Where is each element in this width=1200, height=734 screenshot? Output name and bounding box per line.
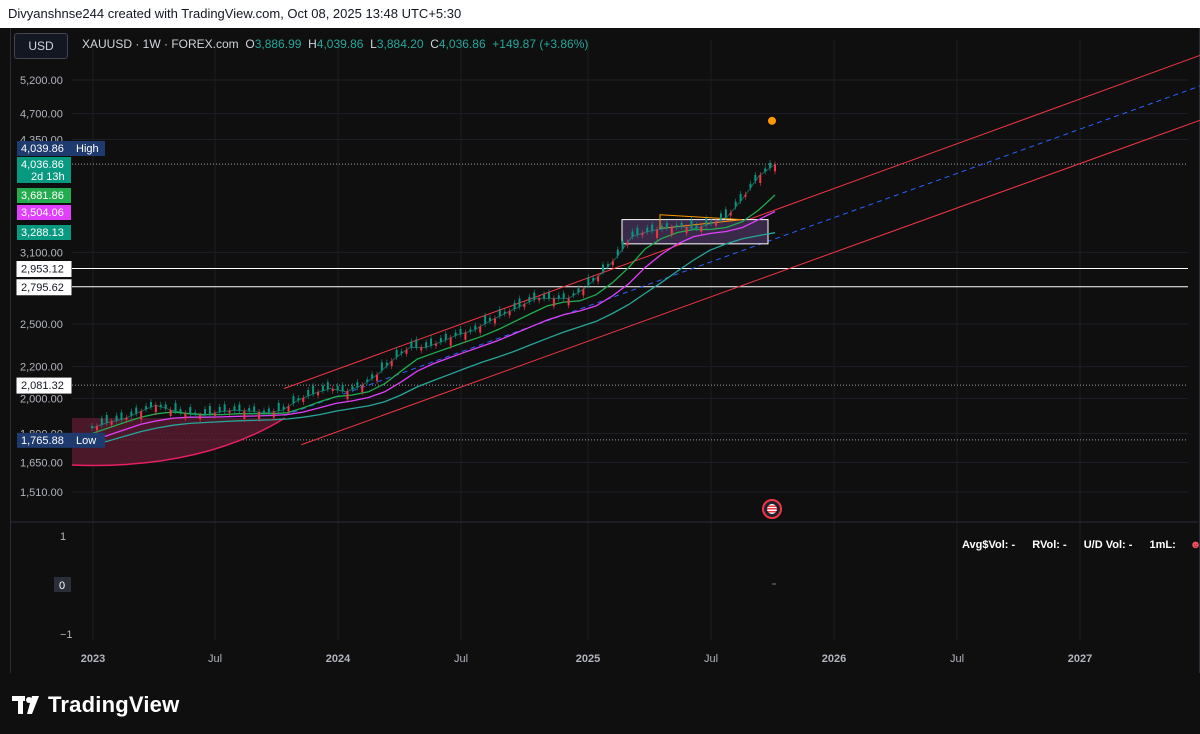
time-tick-label: 2025 [576,653,600,665]
price-badge-tag: High [76,143,99,155]
time-tick-label: 2027 [1068,653,1092,665]
avg-vol: Avg$Vol: - [962,539,1016,551]
time-tick-label: Jul [208,653,222,665]
price-tick-label: 1,650.00 [20,457,63,469]
price-tick-label: 2,000.00 [20,393,63,405]
price-badge-label: 1,765.88 [21,435,64,447]
open-value: 3,886.99 [254,37,302,51]
price-badge [16,279,72,296]
attribution-text: Divyanshnse244 created with TradingView.… [8,6,462,21]
currency-button[interactable]: USD [14,33,68,59]
close-value: 4,036.86 [438,37,486,51]
us-flag-icon[interactable] [762,499,782,519]
price-badge-label: 3,288.13 [21,227,64,239]
brand-text: TradingView [48,692,180,717]
osc-tick-label: −1 [60,629,73,641]
ud-vol: U/D Vol: - [1083,539,1133,551]
series-line-3 [91,232,776,446]
ml-label: 1mL: [1149,539,1176,551]
price-badge [17,141,71,156]
flag-stripes [767,504,777,514]
level-lines [72,163,1188,441]
channel-upper [283,54,1200,389]
price-badge-label: 4,039.86 [21,143,64,155]
time-tick-label: 2024 [326,653,351,665]
high-value: 4,039.86 [316,37,364,51]
tv-icon [12,696,39,714]
series-line-2 [91,210,776,442]
low-value: 3,884.20 [376,37,424,51]
price-badge-tag: Low [76,435,96,447]
price-badge-label: 4,036.86 [21,159,64,171]
price-badge-label: 2,953.12 [21,264,64,276]
close-label: C [430,37,439,51]
price-badge [16,377,72,394]
change-value: +149.87 (+3.86%) [492,37,589,51]
osc-tick-label: 1 [60,531,66,543]
price-badge [17,225,71,240]
price-badge-label: 2,081.32 [21,380,64,392]
price-badge-label: 3,681.86 [21,190,64,202]
price-badge [17,188,71,203]
price-badge-tag-bg [71,141,105,156]
price-badge [17,205,71,220]
smile-icon: ☻ [1189,539,1200,551]
consolidation-box [621,219,769,245]
price-tick-label: 1,510.00 [20,487,63,499]
time-axis: 2023 Jul 2024 Jul 2025 Jul 2026 Jul 2027 [81,40,1092,665]
time-tick-label: Jul [704,653,718,665]
volume-legend: Avg$Vol: - RVol: - U/D Vol: - 1mL: ☻ [962,539,1200,551]
symbol-legend[interactable]: XAUUSD · 1W · FOREX.com O3,886.99 H4,039… [82,37,588,51]
demand-zone-curve [71,417,286,467]
price-badge-sub: 2d 13h [31,171,65,183]
channel-lower [301,119,1200,446]
chart-frame[interactable] [10,28,1200,673]
time-tick-label: 2023 [81,653,105,665]
price-badge [17,157,71,183]
time-tick-label: Jul [950,653,964,665]
osc-zero-badge [54,577,71,592]
tradingview-logo[interactable]: TradingView [12,692,179,718]
price-tick-label: 3,100.00 [20,247,63,259]
series-line-0 [91,163,776,429]
attribution-bar: Divyanshnse244 created with TradingView.… [0,0,1200,28]
low-label: L [370,37,377,51]
price-tick-label: 4,700.00 [20,109,63,121]
signal-dot [768,116,776,125]
price-tick-label: 2,200.00 [20,362,63,374]
price-badge-label: 2,795.62 [21,282,64,294]
symbol-name: XAUUSD · 1W · FOREX.com [82,37,239,51]
price-badge [17,432,71,448]
grid-lines [72,79,1188,493]
high-label: H [308,37,317,51]
osc-zero-label: 0 [59,580,65,592]
price-badge-tag-bg [71,432,105,448]
price-tick-label: 5,200.00 [20,75,63,87]
channel-mid [283,85,1200,416]
time-tick-label: 2026 [822,653,846,665]
price-tick-label: 2,500.00 [20,319,63,331]
candles [91,159,776,434]
rvol: RVol: - [1032,539,1067,551]
footer [0,673,1200,734]
price-badge [16,261,72,278]
oscillator-axis: 1 0 −1 [54,531,73,641]
open-label: O [245,37,255,51]
time-tick-label: Jul [454,653,468,665]
price-badge-label: 3,504.06 [21,207,64,219]
